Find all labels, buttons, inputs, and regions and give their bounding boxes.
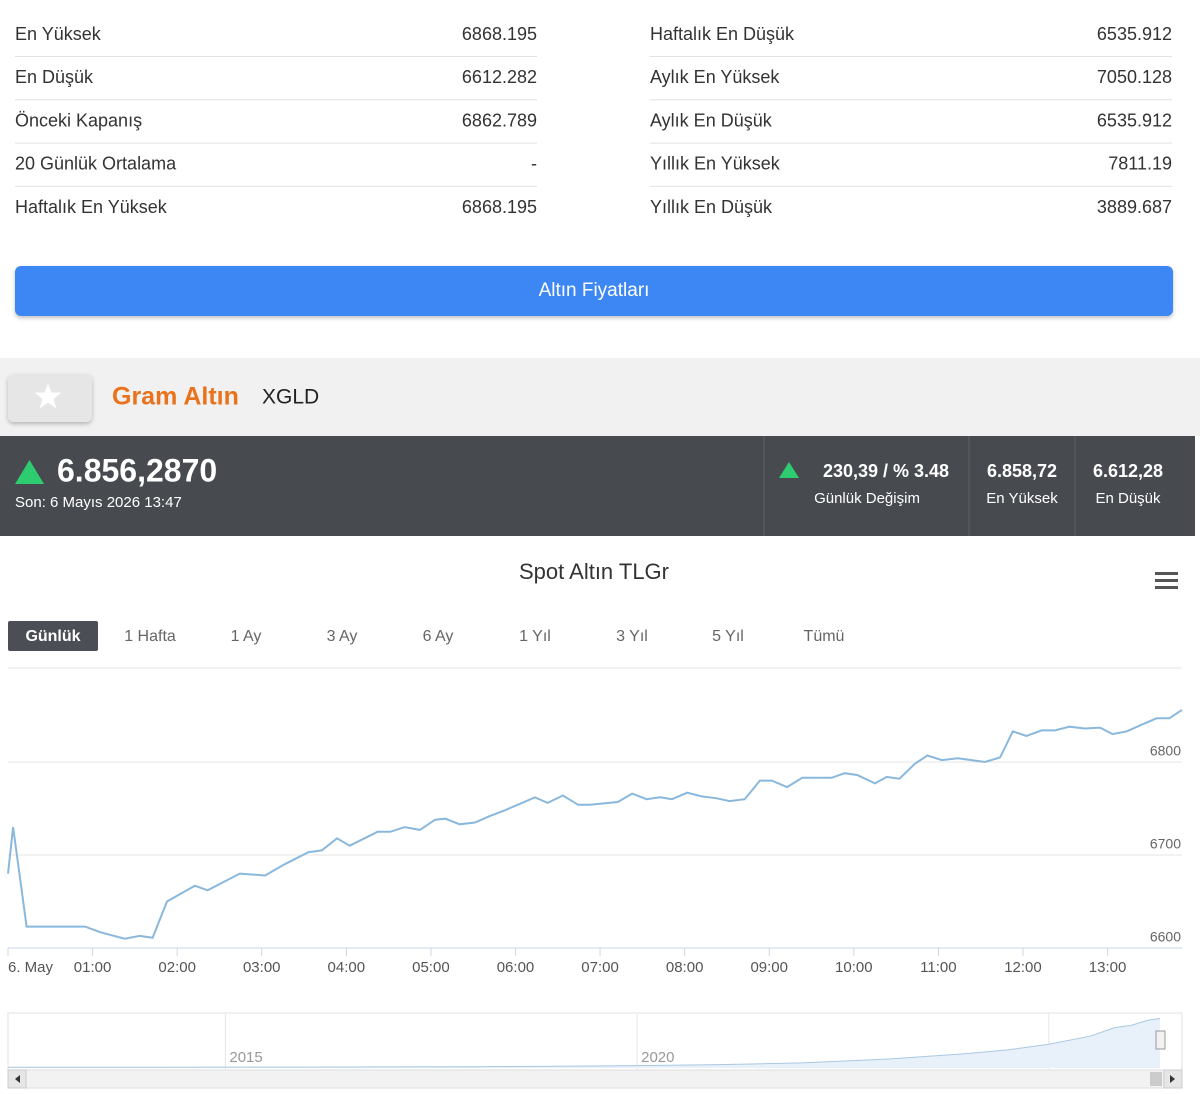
instrument-header bbox=[0, 358, 1200, 436]
range-button[interactable]: 5 Yıl bbox=[712, 628, 744, 645]
instrument-name: Gram Altın bbox=[112, 383, 239, 411]
up-arrow bbox=[15, 460, 44, 484]
price-panel bbox=[0, 436, 1195, 536]
day-high: 6.858,72 bbox=[987, 461, 1057, 481]
daily-change-label: Günlük Değişim bbox=[814, 490, 920, 507]
stat-label: 20 Günlük Ortalama bbox=[15, 154, 177, 174]
arrow-left[interactable] bbox=[15, 1075, 20, 1083]
star-icon[interactable] bbox=[34, 383, 62, 409]
x-tick-label: 11:00 bbox=[920, 959, 956, 976]
button-label[interactable]: Altın Fiyatları bbox=[539, 280, 650, 301]
stat-label: Haftalık En Düşük bbox=[650, 24, 795, 44]
instrument-code: XGLD bbox=[262, 386, 319, 409]
range-button[interactable]: 1 Yıl bbox=[519, 628, 551, 645]
last-price: 6.856,2870 bbox=[57, 452, 217, 488]
daily-change: 230,39 / % 3.48 bbox=[823, 461, 949, 481]
x-tick-label: 04:00 bbox=[328, 959, 366, 976]
stat-value: 6535.912 bbox=[1097, 110, 1172, 130]
range-button[interactable]: Günlük bbox=[25, 628, 80, 645]
stat-value: 6868.195 bbox=[462, 197, 537, 217]
range-button[interactable]: 3 Ay bbox=[327, 628, 358, 645]
navigator-label: 2020 bbox=[641, 1049, 674, 1066]
stat-value: 3889.687 bbox=[1097, 197, 1172, 217]
stat-label: Aylık En Yüksek bbox=[650, 67, 780, 87]
chart-title: Spot Altın TLGr bbox=[519, 559, 669, 584]
menu-bar[interactable] bbox=[1155, 579, 1178, 582]
stat-value: 6868.195 bbox=[462, 24, 537, 44]
x-tick-label: 03:00 bbox=[243, 959, 281, 976]
navigator-label: 2015 bbox=[229, 1049, 262, 1066]
stat-label: Yıllık En Düşük bbox=[650, 197, 773, 217]
stat-value: 7811.19 bbox=[1108, 154, 1172, 174]
x-tick-label: 01:00 bbox=[74, 959, 112, 976]
day-high-label: En Yüksek bbox=[986, 490, 1058, 507]
stat-value: 7050.128 bbox=[1097, 67, 1172, 87]
menu-button[interactable] bbox=[1155, 572, 1178, 589]
up-arrow bbox=[779, 462, 799, 478]
stat-label: En Yüksek bbox=[15, 24, 102, 44]
scroll-thumb[interactable] bbox=[1150, 1072, 1162, 1086]
x-tick-label: 09:00 bbox=[750, 959, 788, 976]
navigator-handle[interactable] bbox=[1155, 1030, 1166, 1050]
stat-label: Yıllık En Yüksek bbox=[650, 154, 781, 174]
x-tick-label: 05:00 bbox=[412, 959, 450, 976]
range-button[interactable]: 3 Yıl bbox=[616, 628, 648, 645]
range-button[interactable]: 1 Hafta bbox=[124, 628, 176, 645]
stat-value: - bbox=[531, 154, 537, 174]
stat-label: Aylık En Düşük bbox=[650, 110, 773, 130]
price-line bbox=[7, 709, 1183, 940]
stat-label: Haftalık En Yüksek bbox=[15, 197, 168, 217]
x-tick-label: 02:00 bbox=[158, 959, 196, 976]
y-tick-label: 6700 bbox=[1150, 836, 1181, 852]
stat-label: Önceki Kapanış bbox=[15, 110, 142, 130]
x-tick-label: 08:00 bbox=[666, 959, 704, 976]
day-low-label: En Düşük bbox=[1095, 490, 1161, 507]
menu-bar[interactable] bbox=[1155, 586, 1178, 589]
y-tick-label: 6800 bbox=[1150, 743, 1181, 759]
last-time: Son: 6 Mayıs 2026 13:47 bbox=[15, 494, 182, 511]
range-button[interactable]: 1 Ay bbox=[231, 628, 262, 645]
x-tick-label: 07:00 bbox=[581, 959, 619, 976]
x-tick-label: 13:00 bbox=[1089, 959, 1127, 976]
arrow-right[interactable] bbox=[1170, 1075, 1175, 1083]
y-tick-label: 6600 bbox=[1150, 929, 1181, 945]
range-button-selected[interactable] bbox=[8, 621, 98, 651]
day-low: 6.612,28 bbox=[1093, 461, 1163, 481]
prices-button[interactable] bbox=[15, 266, 1173, 316]
x-tick-label: 6. May bbox=[8, 959, 54, 976]
x-tick-label: 10:00 bbox=[835, 959, 873, 976]
x-tick-label: 06:00 bbox=[497, 959, 535, 976]
menu-bar[interactable] bbox=[1155, 572, 1178, 575]
range-button[interactable]: 6 Ay bbox=[423, 628, 454, 645]
stat-value: 6535.912 bbox=[1097, 24, 1172, 44]
navigator-area bbox=[8, 1018, 1160, 1068]
stat-value: 6612.282 bbox=[462, 67, 537, 87]
x-tick-label: 12:00 bbox=[1004, 959, 1042, 976]
stat-label: En Düşük bbox=[15, 67, 94, 87]
scrollbar[interactable] bbox=[7, 1069, 1183, 1089]
stat-value: 6862.789 bbox=[462, 110, 537, 130]
navigator-line bbox=[8, 1018, 1161, 1068]
range-button[interactable]: Tümü bbox=[804, 628, 845, 645]
